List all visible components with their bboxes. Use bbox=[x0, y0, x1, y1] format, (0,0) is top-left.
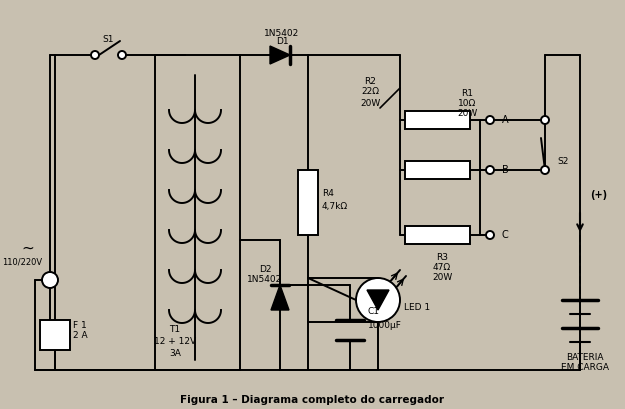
Text: R4: R4 bbox=[322, 189, 334, 198]
Text: 47Ω: 47Ω bbox=[433, 263, 451, 272]
Bar bbox=[405, 111, 470, 129]
Text: Figura 1 – Diagrama completo do carregador: Figura 1 – Diagrama completo do carregad… bbox=[180, 395, 444, 405]
Text: 22Ω: 22Ω bbox=[361, 88, 379, 97]
Bar bbox=[405, 161, 470, 179]
Text: D1: D1 bbox=[276, 38, 288, 47]
Text: S1: S1 bbox=[102, 34, 114, 43]
Text: A: A bbox=[502, 115, 509, 125]
Text: 20W: 20W bbox=[432, 272, 452, 281]
Text: BATERIA: BATERIA bbox=[566, 353, 604, 362]
Text: 3A: 3A bbox=[169, 350, 181, 359]
Text: 20W: 20W bbox=[360, 99, 380, 108]
Circle shape bbox=[541, 166, 549, 174]
Text: R3: R3 bbox=[436, 252, 448, 261]
Text: C: C bbox=[502, 230, 509, 240]
Circle shape bbox=[118, 51, 126, 59]
Text: D2: D2 bbox=[259, 265, 271, 274]
Bar bbox=[405, 226, 470, 244]
Text: 12 + 12V: 12 + 12V bbox=[154, 337, 196, 346]
Text: EM CARGA: EM CARGA bbox=[561, 364, 609, 373]
Text: 2 A: 2 A bbox=[73, 332, 88, 341]
Circle shape bbox=[486, 166, 494, 174]
Text: T1: T1 bbox=[169, 326, 181, 335]
Text: S2: S2 bbox=[557, 157, 568, 166]
Polygon shape bbox=[367, 290, 389, 310]
Text: 10Ω: 10Ω bbox=[458, 99, 476, 108]
Text: (+): (+) bbox=[590, 190, 607, 200]
Text: 1N5402: 1N5402 bbox=[264, 29, 299, 38]
Text: B: B bbox=[502, 165, 509, 175]
Text: F 1: F 1 bbox=[73, 321, 87, 330]
Text: 20W: 20W bbox=[457, 110, 477, 119]
Text: LED 1: LED 1 bbox=[404, 303, 430, 312]
Text: 4,7kΩ: 4,7kΩ bbox=[322, 202, 348, 211]
Text: ~: ~ bbox=[22, 240, 34, 256]
Circle shape bbox=[91, 51, 99, 59]
Bar bbox=[298, 170, 318, 235]
Circle shape bbox=[541, 116, 549, 124]
Polygon shape bbox=[270, 46, 290, 64]
Bar bbox=[40, 320, 70, 350]
Polygon shape bbox=[271, 285, 289, 310]
Circle shape bbox=[356, 278, 400, 322]
Circle shape bbox=[486, 116, 494, 124]
Text: 1N5402: 1N5402 bbox=[248, 276, 282, 285]
Text: 1000μF: 1000μF bbox=[368, 321, 402, 330]
Text: C1: C1 bbox=[368, 308, 380, 317]
Circle shape bbox=[486, 231, 494, 239]
Text: 110/220V: 110/220V bbox=[2, 258, 42, 267]
Text: R2: R2 bbox=[364, 76, 376, 85]
Text: R1: R1 bbox=[461, 90, 473, 99]
Circle shape bbox=[42, 272, 58, 288]
